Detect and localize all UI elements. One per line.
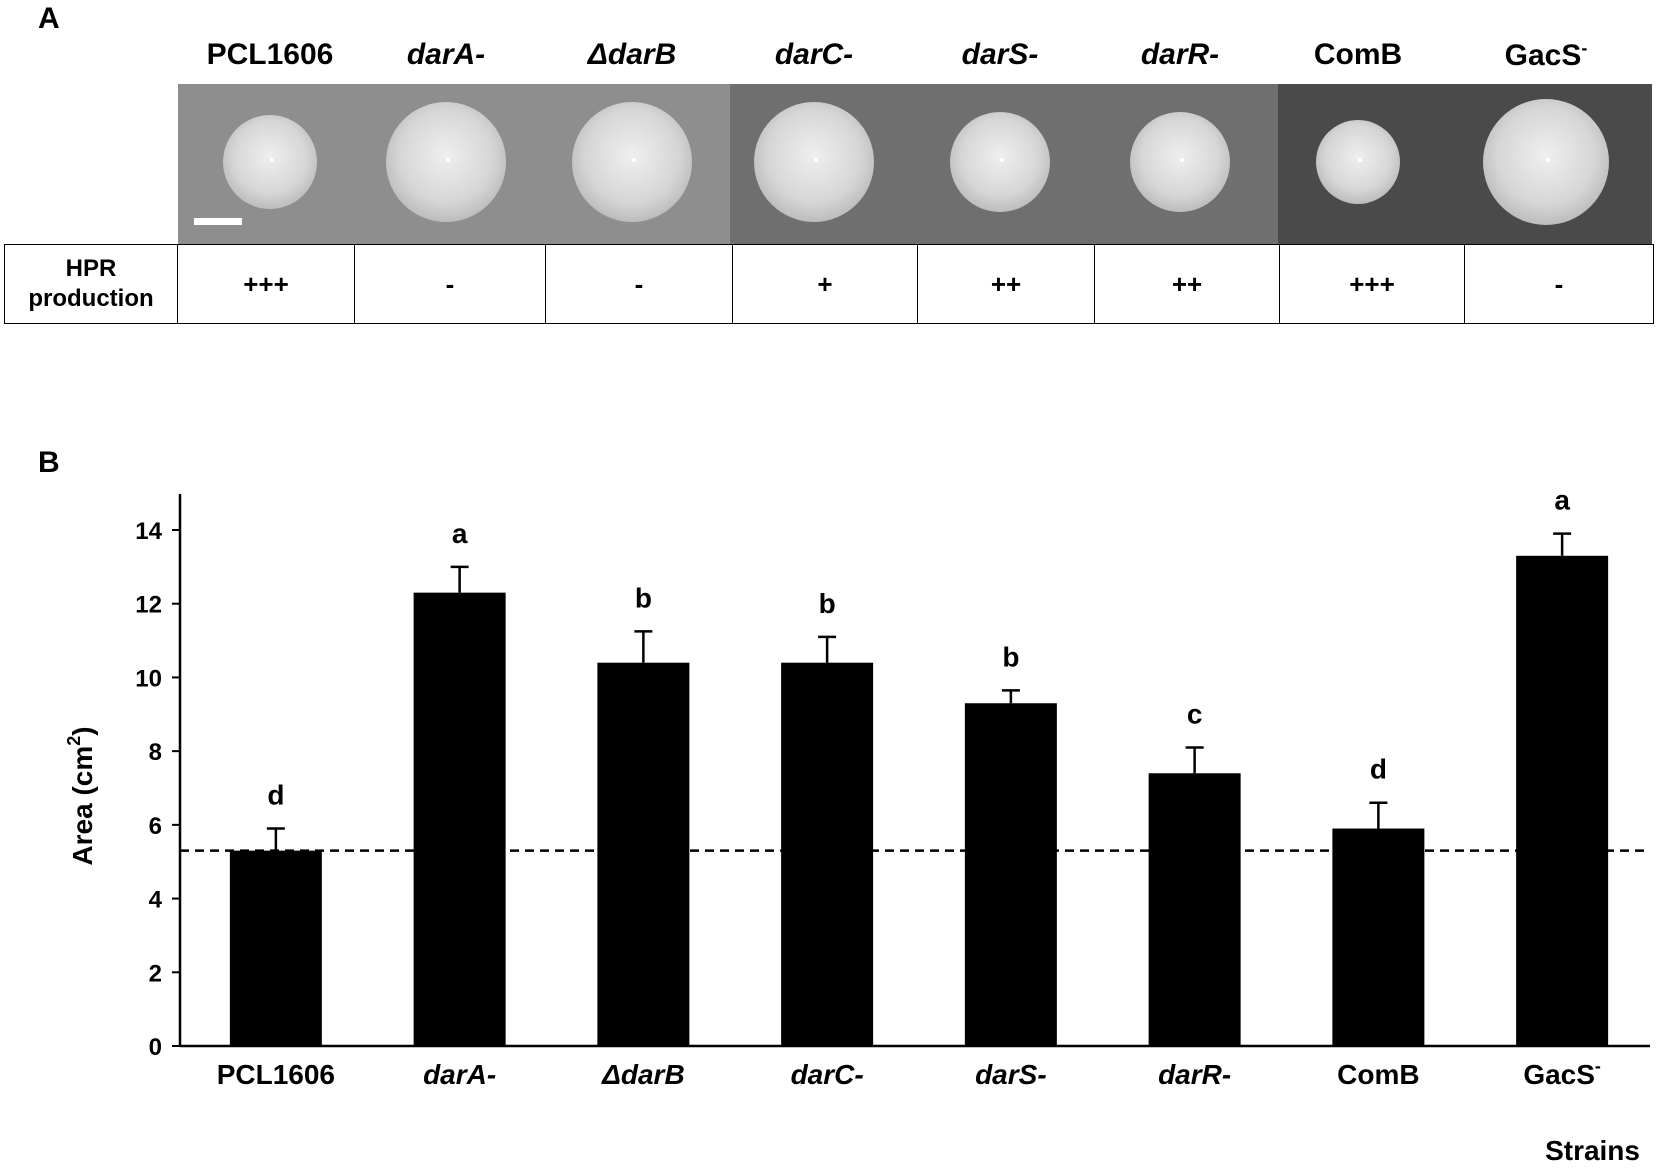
scale-bar xyxy=(194,218,242,225)
strain-header-text: ΔdarB xyxy=(587,38,677,71)
y-tick-label: 10 xyxy=(135,665,162,692)
y-tick-label: 8 xyxy=(149,739,162,766)
colony-center-dot xyxy=(446,158,450,162)
strain-header-pcl1606: PCL1606 xyxy=(180,38,360,72)
hpr-value-darb: - xyxy=(545,244,733,324)
significance-dars: b xyxy=(1002,641,1019,672)
x-tick-label-darr: darR- xyxy=(1158,1059,1231,1090)
x-tick-label-darc: darC- xyxy=(791,1059,864,1090)
strain-header-text: PCL1606 xyxy=(206,38,334,71)
colony-center-dot xyxy=(814,158,818,162)
colony-center-dot xyxy=(632,158,636,162)
x-tick-label-text: ComB xyxy=(1337,1059,1419,1090)
colony-pcl1606 xyxy=(223,115,317,209)
strain-header-text: GacS xyxy=(1504,39,1582,72)
hpr-value-darc: + xyxy=(732,244,918,324)
hpr-value-dara: - xyxy=(354,244,546,324)
x-tick-label-text: darA- xyxy=(423,1059,496,1090)
x-tick-label-text: darC- xyxy=(791,1059,864,1090)
x-tick-label-dars: darS- xyxy=(975,1059,1047,1090)
strain-header-dars: darS- xyxy=(910,38,1090,72)
significance-comb: d xyxy=(1370,754,1387,785)
y-axis-title-text: Area (cm xyxy=(67,746,98,866)
bar-gacs xyxy=(1516,555,1609,1046)
y-tick-label: 12 xyxy=(135,592,162,619)
strain-header-gacs: GacS- xyxy=(1456,38,1636,73)
significance-darr: c xyxy=(1187,698,1203,729)
x-tick-label-text: ΔdarB xyxy=(601,1059,685,1090)
strain-header-darc: darC- xyxy=(724,38,904,72)
y-tick-label: 0 xyxy=(149,1034,162,1061)
colony-darc xyxy=(754,102,874,222)
strain-header-darr: darR- xyxy=(1090,38,1270,72)
bar-darb xyxy=(597,662,690,1046)
x-tick-label-sup: - xyxy=(1595,1056,1601,1076)
bar-dars xyxy=(964,703,1057,1046)
significance-darb: b xyxy=(635,582,652,613)
significance-pcl1606: d xyxy=(267,780,284,811)
hpr-value-comb: +++ xyxy=(1279,244,1465,324)
y-tick-label: 4 xyxy=(149,887,163,914)
strain-header-text: darC- xyxy=(774,38,854,71)
strain-header-text: ComB xyxy=(1313,38,1403,71)
colony-center-dot xyxy=(1546,158,1550,162)
x-tick-label-text: GacS xyxy=(1523,1059,1595,1090)
hpr-value-dars: ++ xyxy=(917,244,1095,324)
significance-gacs: a xyxy=(1554,485,1570,516)
colony-photo-strip xyxy=(178,84,1652,244)
y-axis-title-end: ) xyxy=(67,726,98,735)
hpr-production-label: HPR production xyxy=(4,244,178,324)
x-tick-label-comb: ComB xyxy=(1337,1059,1419,1090)
colony-darr xyxy=(1130,112,1230,212)
colony-dara xyxy=(386,102,506,222)
colony-center-dot xyxy=(270,158,274,162)
strain-header-text: darS- xyxy=(961,38,1039,71)
strain-header-sup: - xyxy=(1581,38,1588,58)
y-axis-title-sup: 2 xyxy=(64,736,84,746)
colony-center-dot xyxy=(1180,158,1184,162)
colony-center-dot xyxy=(1358,158,1362,162)
bar-pcl1606 xyxy=(229,850,322,1046)
panel-a-letter: A xyxy=(38,2,60,35)
x-tick-label-text: darR- xyxy=(1158,1059,1231,1090)
x-tick-label-text: PCL1606 xyxy=(217,1059,335,1090)
y-tick-label: 6 xyxy=(149,813,162,840)
hpr-value-pcl1606: +++ xyxy=(177,244,355,324)
panel-b-letter: B xyxy=(38,446,60,479)
significance-darc: b xyxy=(819,588,836,619)
significance-dara: a xyxy=(452,518,468,549)
y-tick-label: 14 xyxy=(135,518,162,545)
y-axis-title: Area (cm2) xyxy=(64,726,98,865)
colony-comb xyxy=(1316,120,1400,204)
colony-center-dot xyxy=(1000,158,1004,162)
bar-darc xyxy=(781,662,874,1046)
y-tick-label: 2 xyxy=(149,960,162,987)
x-tick-label-gacs: GacS- xyxy=(1523,1056,1601,1090)
x-tick-label-dara: darA- xyxy=(423,1059,496,1090)
strain-header-comb: ComB xyxy=(1268,38,1448,72)
hpr-value-gacs: - xyxy=(1464,244,1654,324)
bar-comb xyxy=(1332,828,1425,1046)
colony-dars xyxy=(950,112,1050,212)
strain-header-text: darR- xyxy=(1140,38,1220,71)
x-tick-label-text: darS- xyxy=(975,1059,1047,1090)
x-tick-label-pcl1606: PCL1606 xyxy=(217,1059,335,1090)
bar-darr xyxy=(1148,773,1241,1046)
hpr-production-table: HPR production +++ - - + ++ ++ +++ - xyxy=(4,244,1654,324)
x-tick-label-darb: ΔdarB xyxy=(601,1059,685,1090)
hpr-value-darr: ++ xyxy=(1094,244,1280,324)
strain-header-text: darA- xyxy=(406,38,486,71)
x-axis-title: Strains xyxy=(1545,1135,1640,1166)
bar-dara xyxy=(413,592,506,1046)
colony-gacs xyxy=(1483,99,1609,225)
strain-header-dara: darA- xyxy=(356,38,536,72)
colony-darb xyxy=(572,102,692,222)
strain-header-darb: ΔdarB xyxy=(542,38,722,72)
